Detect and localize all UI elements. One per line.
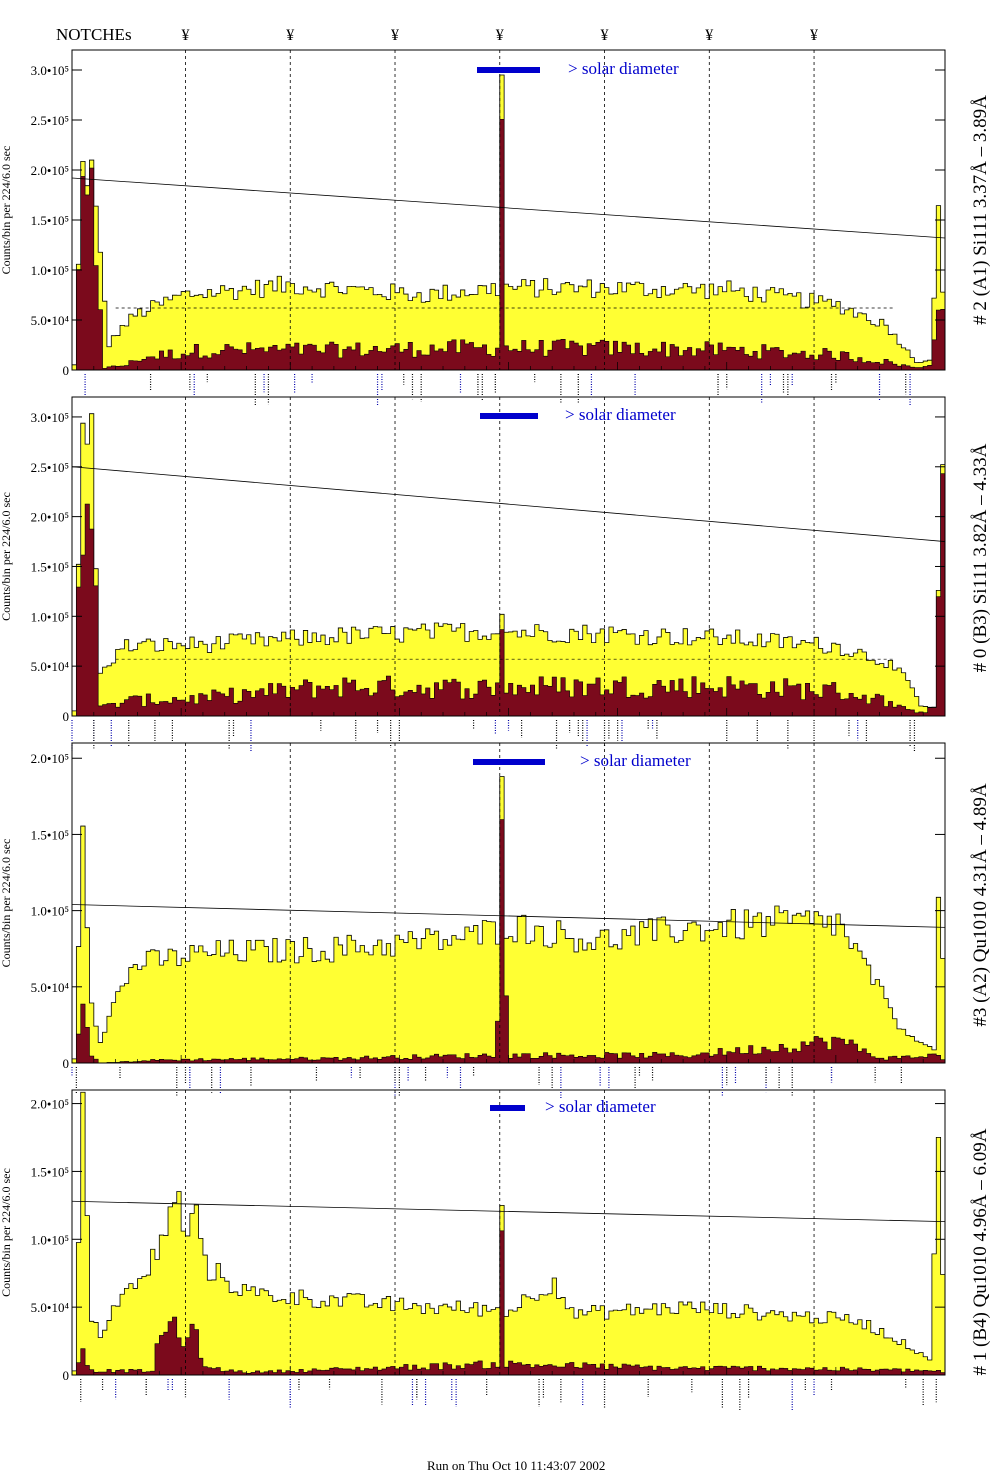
subset-histogram-3 <box>72 819 946 1064</box>
side-label: #3 (A2) Qu1010 4.31Å – 4.89Å <box>970 783 991 1027</box>
notch-marker-2: ¥ <box>286 27 294 44</box>
y-tick-label: 2.0•10⁵ <box>31 163 69 178</box>
y-tick-label: 1.0•10⁵ <box>31 904 69 919</box>
legend-text: > solar diameter <box>568 59 679 78</box>
subset-histogram-2 <box>72 473 946 717</box>
y-tick-label: 2.5•10⁵ <box>31 460 69 475</box>
y-axis-label: Counts/bin per 224/6.0 sec <box>0 146 13 275</box>
side-label: # 0 (B3) Si111 3.82Å – 4.33Å <box>970 443 991 672</box>
trend-line-3 <box>71 904 946 928</box>
y-tick-label: 3.0•10⁵ <box>31 410 69 425</box>
y-tick-label: 2.0•10⁵ <box>31 1097 69 1112</box>
panel-2: 3.0•10⁵ 2.5•10⁵ 2.0•10⁵ 1.5•10⁵ 1.0•10⁵ 5.0•1… <box>0 396 991 752</box>
notch-marker-4: ¥ <box>496 27 504 44</box>
total-histogram-2 <box>71 413 946 717</box>
notch-marker-6: ¥ <box>705 27 713 44</box>
y-tick-label: 1.5•10⁵ <box>31 559 69 574</box>
notches-label: NOTCHEs <box>56 25 132 44</box>
y-tick-label: 5.0•10⁴ <box>31 313 70 328</box>
y-tick-label: 2.0•10⁵ <box>31 510 69 525</box>
notch-marker-7: ¥ <box>810 27 818 44</box>
legend-text: > solar diameter <box>545 1097 656 1116</box>
y-tick-label: 1.0•10⁵ <box>31 263 69 278</box>
panel-3: 2.0•10⁵ 1.5•10⁵ 1.0•10⁵ 5.0•10⁴ 0 Counts/bin … <box>0 742 991 1098</box>
subset-histogram-4 <box>72 1230 946 1376</box>
trend-line-1 <box>71 177 946 239</box>
y-tick-label: 3.0•10⁵ <box>31 63 69 78</box>
notch-marker-1: ¥ <box>181 27 189 44</box>
y-tick-label: 2.0•10⁵ <box>31 751 69 766</box>
y-tick-label: 0 <box>63 363 70 378</box>
y-tick-label: 1.0•10⁵ <box>31 1232 69 1247</box>
side-label: # 1 (B4) Qu1010 4.96Å – 6.09Å <box>970 1128 991 1375</box>
legend-text: > solar diameter <box>565 405 676 424</box>
y-axis-label: Counts/bin per 224/6.0 sec <box>0 839 13 968</box>
y-tick-label: 0 <box>63 709 70 724</box>
panel-1: 3.0•10⁵ 2.5•10⁵ 2.0•10⁵ 1.5•10⁵ 1.0•10⁵ 5.0•1… <box>0 49 991 406</box>
side-label: # 2 (A1) Si111 3.37Å – 3.89Å <box>970 95 991 325</box>
y-tick-label: 2.5•10⁵ <box>31 113 69 128</box>
panel-4: 2.0•10⁵ 1.5•10⁵ 1.0•10⁵ 5.0•10⁴ 0 Counts/bin … <box>0 1089 991 1411</box>
notch-marker-3: ¥ <box>391 27 399 44</box>
y-tick-label: 0 <box>63 1056 70 1071</box>
total-histogram-1 <box>71 74 946 371</box>
y-tick-label: 1.5•10⁵ <box>31 827 69 842</box>
y-tick-label: 5.0•10⁴ <box>31 980 70 995</box>
y-tick-label: 1.5•10⁵ <box>31 1164 69 1179</box>
subset-histogram-1 <box>72 118 946 371</box>
y-tick-label: 5.0•10⁴ <box>31 659 70 674</box>
y-tick-label: 5.0•10⁴ <box>31 1300 70 1315</box>
y-tick-label: 1.5•10⁵ <box>31 213 69 228</box>
y-tick-label: 1.0•10⁵ <box>31 609 69 624</box>
trend-line-4 <box>71 1200 946 1223</box>
run-timestamp: Run on Thu Oct 10 11:43:07 2002 <box>427 1458 605 1473</box>
notch-marker-5: ¥ <box>601 27 609 44</box>
trend-line-2 <box>71 466 946 542</box>
y-axis-label: Counts/bin per 224/6.0 sec <box>0 1168 13 1297</box>
y-axis-label: Counts/bin per 224/6.0 sec <box>0 492 13 621</box>
legend-text: > solar diameter <box>580 751 691 770</box>
y-tick-label: 0 <box>63 1368 70 1383</box>
total-histogram-4 <box>71 1091 946 1376</box>
